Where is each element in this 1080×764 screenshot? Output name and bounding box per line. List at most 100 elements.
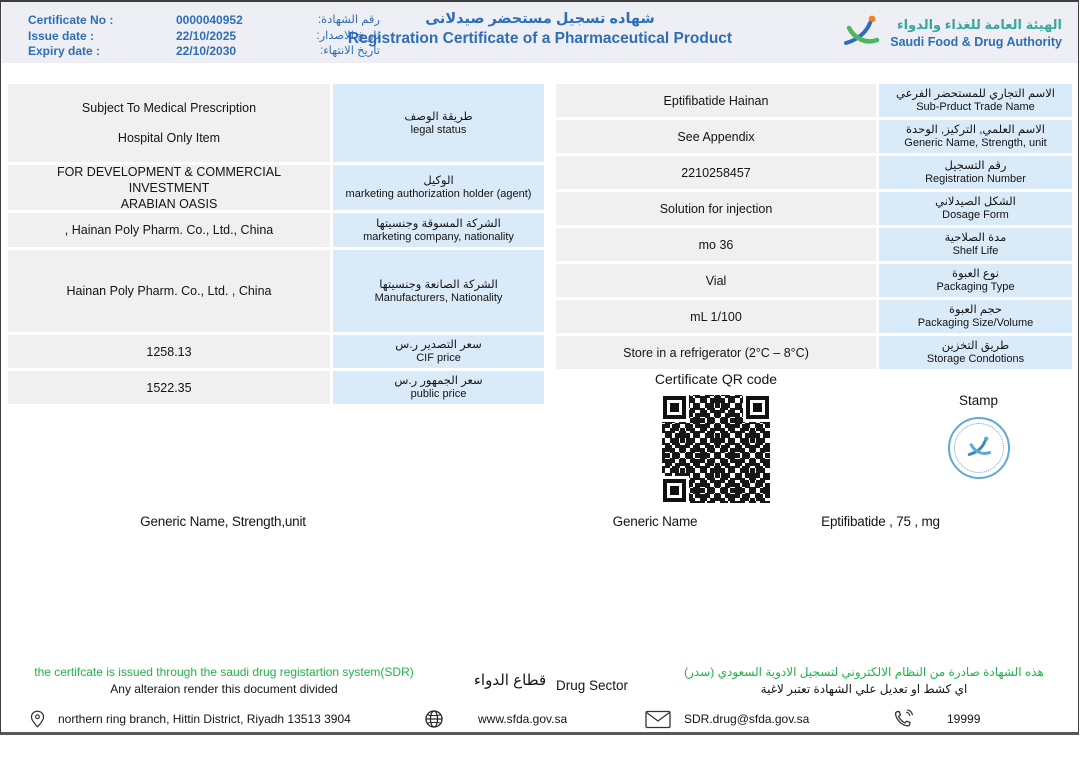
row-value: See Appendix (556, 120, 876, 153)
row-label: الشكل الصيدلاني Dosage Form (879, 192, 1072, 225)
generic-name-value: Eptifibatide , 75 , mg (821, 514, 940, 529)
row-label: الاسم التجاري للمستحضر الفرعي Sub-Prduct… (879, 84, 1072, 117)
row-label-english: legal status (410, 123, 467, 136)
row-label-arabic: طريق التخزين (941, 340, 1010, 352)
row-label-arabic: الشركة المسوقة وجنسيتها (376, 217, 501, 230)
qr-title: Certificate QR code (654, 371, 778, 387)
globe-icon (425, 710, 443, 728)
table-row: Eptifibatide Hainan الاسم التجاري للمستح… (556, 84, 1072, 117)
issue-date-label: Issue date : (28, 28, 95, 43)
row-label: الوكيل marketing authorization holder (a… (333, 165, 544, 210)
header-band: Certificate No : 0000040952 رقم الشهادة:… (2, 2, 1078, 63)
page-frame (0, 0, 1079, 735)
row-label-arabic: حجم العبوة (948, 304, 1003, 316)
row-label: الاسم العلمي, التركيز, الوحدة Generic Na… (879, 120, 1072, 153)
row-label-arabic: الاسم العلمي, التركيز, الوحدة (906, 124, 1045, 136)
row-value: mo 36 (556, 228, 876, 261)
row-value: Subject To Medical Prescription Hospital… (8, 84, 330, 162)
issue-date-label-ar: تاريخ الاصدار: (316, 29, 380, 42)
row-label-arabic: مدة الصلاحية (944, 232, 1007, 244)
row-label: طريق التخزين Storage Condotions (879, 336, 1072, 369)
expiry-date-label: Expiry date : (28, 44, 101, 58)
row-label-arabic: الاسم التجاري للمستحضر الفرعي (895, 88, 1056, 100)
certificate-no-label-ar: رقم الشهادة: (317, 14, 380, 26)
row-label-english: public price (410, 388, 467, 400)
qr-section: Certificate QR code (556, 371, 876, 507)
table-row: Hainan Poly Pharm. Co., Ltd. , China الش… (8, 250, 544, 332)
address-text: northern ring branch, Hittin District, R… (58, 712, 351, 726)
stamp-section: Stamp (882, 393, 1075, 479)
table-row: , Hainan Poly Pharm. Co., Ltd., China ال… (8, 213, 544, 247)
sdr-note-arabic: هذه الشهادة صادرة من النظام الالكتروني ل… (684, 665, 1044, 679)
row-value: Store in a refrigerator (2°C – 8°C) (556, 336, 876, 369)
table-row: See Appendix الاسم العلمي, التركيز, الوح… (556, 120, 1072, 153)
footer-note-english: the certifcate is issued through the sau… (8, 664, 440, 697)
sfda-logo-text: الهيئة العامة للغذاء والدواء Saudi Food … (890, 17, 1062, 49)
issue-date-value: 22/10/2025 (176, 28, 237, 43)
row-label: سعر التصدير ر.س CIF price (333, 335, 544, 368)
row-label: الشركة الصانعة وجنسيتها Manufacturers, N… (333, 250, 544, 332)
stamp-label: Stamp (958, 393, 999, 408)
sfda-name-english: Saudi Food & Drug Authority (890, 35, 1062, 49)
table-row: Store in a refrigerator (2°C – 8°C) طريق… (556, 336, 1072, 369)
table-row: Vial نوع العبوة Packaging Type (556, 264, 1072, 297)
qr-finder-icon (663, 479, 686, 502)
row-label-english: Dosage Form (942, 209, 1009, 221)
alteration-note-english: Any alteraion render this document divid… (110, 681, 338, 696)
qr-code (658, 391, 774, 507)
row-label-english: Packaging Size/Volume (917, 317, 1034, 329)
table-row: Solution for injection الشكل الصيدلاني D… (556, 192, 1072, 225)
expiry-date-value: 22/10/2030 (176, 44, 237, 58)
row-label: طريقة الوصف legal status (333, 84, 544, 162)
table-row: mo 36 مدة الصلاحية Shelf Life (556, 228, 1072, 261)
row-label-english: Packaging Type (936, 281, 1015, 293)
table-row: FOR DEVELOPMENT & COMMERCIAL INVESTMENT … (8, 165, 544, 211)
sfda-name-arabic: الهيئة العامة للغذاء والدواء (897, 17, 1062, 32)
table-row: 1522.35 سعر الجمهور ر.س public price (8, 371, 544, 404)
row-value: Vial (556, 264, 876, 297)
footer-note-arabic: هذه الشهادة صادرة من النظام الالكتروني ل… (652, 664, 1076, 697)
row-label-arabic: رقم التسجيل (944, 160, 1007, 172)
table-row: Subject To Medical Prescription Hospital… (8, 84, 544, 162)
qr-finder-icon (746, 396, 769, 419)
row-label-arabic: الشركة الصانعة وجنسيتها (379, 278, 498, 291)
row-label: رقم التسجيل Registration Number (879, 156, 1072, 189)
row-label-arabic: طريقة الوصف (404, 110, 473, 123)
row-label-english: Storage Condotions (926, 353, 1025, 365)
row-label-arabic: سعر التصدير ر.س (395, 339, 482, 351)
qr-finder-icon (663, 396, 686, 419)
certificate-no-label: Certificate No : (28, 13, 114, 27)
row-label-english: Manufacturers, Nationality (374, 291, 503, 304)
location-pin-icon (30, 710, 45, 728)
expiry-date-label-ar: تاريخ الانتهاء: (320, 45, 380, 57)
row-value: 2210258457 (556, 156, 876, 189)
row-label-arabic: الشكل الصيدلاني (935, 196, 1016, 208)
row-value: FOR DEVELOPMENT & COMMERCIAL INVESTMENT … (8, 165, 330, 211)
right-table: Eptifibatide Hainan الاسم التجاري للمستح… (556, 84, 1072, 372)
website-text: www.sfda.gov.sa (478, 712, 568, 726)
sdr-note-english: the certifcate is issued through the sau… (34, 665, 414, 679)
address-item: northern ring branch, Hittin District, R… (28, 705, 351, 733)
drug-sector-arabic: قطاع الدواء (473, 672, 547, 689)
page-title-arabic: شهاده تسجيل مستحضر صيدلانى (425, 11, 655, 27)
drug-sector-english: Drug Sector (556, 678, 629, 693)
row-label-english: marketing authorization holder (agent) (345, 188, 532, 200)
row-value: Solution for injection (556, 192, 876, 225)
envelope-icon (645, 710, 671, 728)
stamp-seal-icon (947, 417, 1010, 479)
row-value: Hainan Poly Pharm. Co., Ltd. , China (8, 250, 330, 332)
row-label: سعر الجمهور ر.س public price (333, 371, 544, 404)
alteration-note-arabic: اي كشط او تعديل علي الشهادة تعتبر لاغية (760, 681, 968, 696)
row-label-english: Registration Number (925, 173, 1026, 185)
row-label: مدة الصلاحية Shelf Life (879, 228, 1072, 261)
table-row: 1258.13 سعر التصدير ر.س CIF price (8, 335, 544, 368)
row-label-english: Generic Name, Strength, unit (904, 137, 1047, 149)
email-text: SDR.drug@sfda.gov.sa (684, 712, 810, 726)
website-item: www.sfda.gov.sa (424, 705, 567, 733)
table-row: mL 1/100 حجم العبوة Packaging Size/Volum… (556, 300, 1072, 333)
email-item: SDR.drug@sfda.gov.sa (645, 705, 809, 733)
row-label-english: CIF price (416, 352, 461, 364)
phone-icon (894, 709, 913, 727)
phone-item: 19999 (893, 705, 980, 733)
